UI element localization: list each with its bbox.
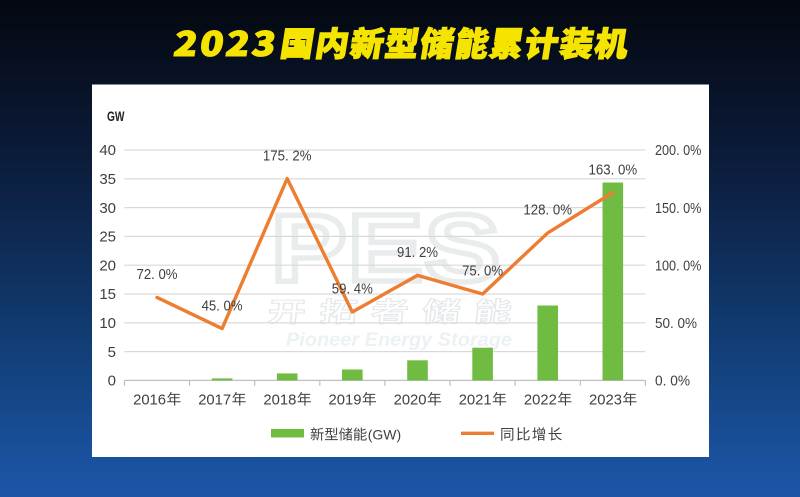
svg-text:45. 0%: 45. 0%	[202, 298, 243, 314]
svg-text:2016: 2016	[133, 393, 166, 409]
svg-text:10: 10	[99, 315, 116, 332]
svg-text:Pioneer Energy Storage: Pioneer Energy Storage	[286, 329, 512, 351]
svg-text:35: 35	[99, 171, 116, 188]
svg-text:2022: 2022	[524, 393, 557, 409]
svg-text:91. 2%: 91. 2%	[397, 245, 438, 261]
svg-text:2017: 2017	[198, 393, 231, 409]
svg-text:25: 25	[99, 229, 116, 246]
svg-text:GW: GW	[107, 109, 125, 124]
svg-text:50. 0%: 50. 0%	[655, 316, 697, 332]
svg-text:(GW): (GW)	[368, 427, 401, 443]
svg-text:15: 15	[99, 286, 116, 303]
svg-text:2021: 2021	[459, 393, 492, 409]
svg-text:0: 0	[108, 373, 116, 390]
svg-text:2018: 2018	[263, 393, 296, 409]
svg-text:20: 20	[99, 257, 116, 274]
svg-text:163. 0%: 163. 0%	[589, 162, 638, 178]
svg-text:30: 30	[99, 200, 116, 217]
svg-text:150. 0%: 150. 0%	[655, 201, 701, 217]
svg-text:175. 2%: 175. 2%	[263, 148, 312, 164]
svg-text:2020: 2020	[394, 393, 427, 409]
svg-text:2023: 2023	[589, 393, 622, 409]
svg-text:128. 0%: 128. 0%	[523, 203, 572, 219]
svg-text:75. 0%: 75. 0%	[462, 264, 503, 280]
svg-text:200. 0%: 200. 0%	[655, 143, 701, 159]
svg-text:72. 0%: 72. 0%	[137, 267, 178, 283]
svg-text:40: 40	[99, 142, 116, 159]
svg-text:100. 0%: 100. 0%	[655, 258, 701, 274]
svg-text:0. 0%: 0. 0%	[655, 374, 690, 390]
svg-text:5: 5	[108, 344, 116, 361]
svg-text:59. 4%: 59. 4%	[332, 282, 373, 298]
svg-text:2019: 2019	[329, 393, 362, 409]
svg-text:PES: PES	[271, 195, 501, 302]
